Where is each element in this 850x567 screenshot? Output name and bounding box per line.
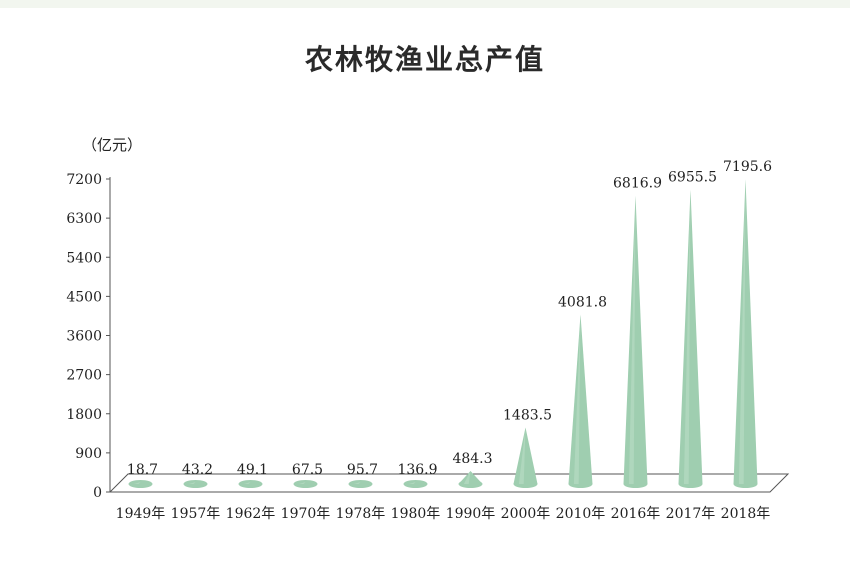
y-tick-label: 1800 (66, 407, 102, 423)
x-category-label: 1990年 (446, 506, 496, 522)
cone-bar (733, 179, 758, 484)
axis-layer: 0 900 1800 2700 3600 4500 5400 6300 7200 (66, 172, 790, 501)
cone-bar (568, 314, 593, 484)
cone-bar (128, 482, 153, 484)
y-tick-label: 0 (93, 485, 102, 501)
data-value-label: 4081.8 (558, 295, 607, 311)
cone-bar (458, 470, 483, 484)
marks-layer: 18.7 1949年 43.2 1957年 49.1 1962年 67.5 1970年 95.7… (116, 159, 772, 522)
cone-highlight (243, 482, 251, 484)
data-value-label: 484.3 (452, 451, 492, 467)
y-tick-label: 6300 (66, 211, 102, 227)
cone-bar (183, 482, 208, 484)
y-tick-label: 7200 (66, 172, 102, 188)
x-category-label: 2017年 (666, 506, 716, 522)
data-value-label: 67.5 (292, 462, 323, 478)
x-category-label: 1980年 (391, 506, 441, 522)
x-category-label: 2010年 (556, 506, 606, 522)
x-category-label: 2016年 (611, 506, 661, 522)
x-category-label: 2018年 (721, 506, 771, 522)
cone-bar (403, 482, 428, 484)
data-value-label: 95.7 (347, 462, 378, 478)
cone-highlight (683, 189, 691, 484)
cone-highlight (573, 314, 581, 484)
y-tick-label: 900 (75, 446, 102, 462)
cone-highlight (188, 482, 196, 484)
data-value-label: 43.2 (182, 462, 213, 478)
cone-highlight (518, 427, 526, 484)
y-tick-label: 5400 (66, 250, 102, 266)
data-value-label: 136.9 (397, 462, 437, 478)
y-tick-label: 2700 (66, 368, 102, 384)
cone-highlight (738, 179, 746, 484)
x-category-label: 2000年 (501, 506, 551, 522)
data-value-label: 49.1 (237, 462, 268, 478)
y-axis-unit-label: （亿元） (82, 136, 142, 154)
cone-bar (293, 482, 318, 484)
data-value-label: 1483.5 (503, 408, 552, 424)
x-category-label: 1978年 (336, 506, 386, 522)
cone-bar (678, 189, 703, 484)
cone-highlight (298, 482, 306, 484)
cone-highlight (463, 470, 471, 484)
y-tick-label: 3600 (66, 329, 102, 345)
data-value-label: 7195.6 (723, 159, 772, 175)
cone-highlight (353, 482, 361, 484)
cone-highlight (628, 195, 636, 484)
x-category-label: 1957年 (171, 506, 221, 522)
x-category-label: 1962年 (226, 506, 276, 522)
cone-highlight (133, 482, 141, 484)
data-value-label: 6955.5 (668, 170, 717, 186)
data-value-label: 18.7 (127, 462, 158, 478)
chart-title: 农林牧渔业总产值 (304, 43, 545, 76)
cone-bar (513, 427, 538, 484)
cone-bar (623, 195, 648, 484)
data-value-label: 6816.9 (613, 176, 662, 192)
cone-bar (348, 482, 373, 484)
x-category-label: 1949年 (116, 506, 166, 522)
x-category-label: 1970年 (281, 506, 331, 522)
y-tick-label: 4500 (66, 289, 102, 305)
chart-floor (108, 473, 790, 493)
cone-bar (238, 482, 263, 484)
top-decorative-band (0, 0, 850, 8)
cone-highlight (408, 482, 416, 484)
